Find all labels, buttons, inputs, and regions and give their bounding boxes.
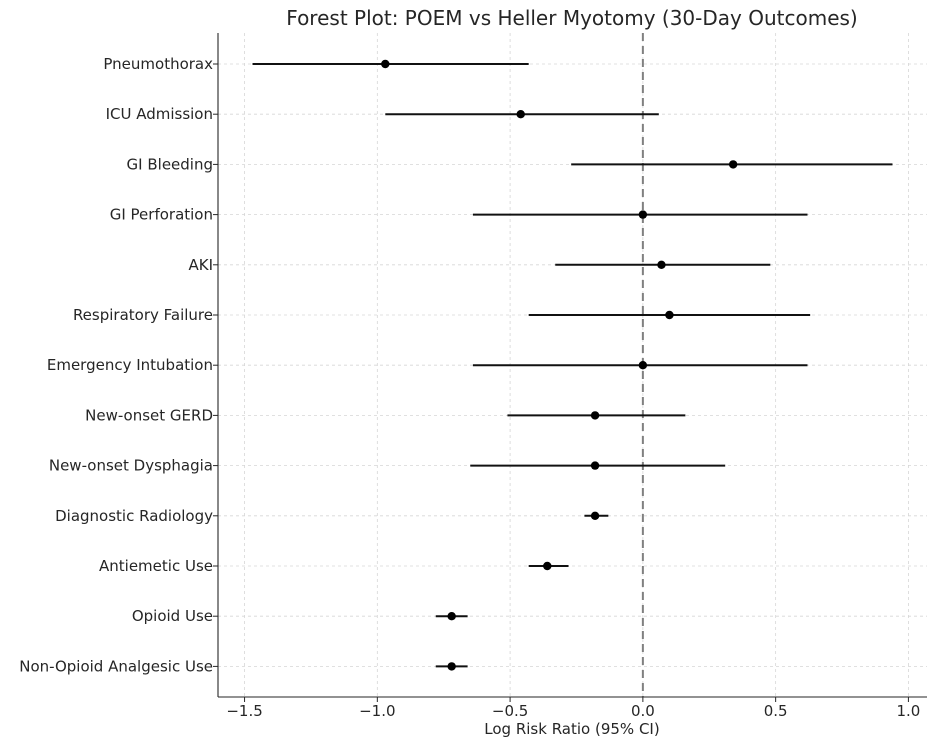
estimate-point <box>638 361 648 370</box>
estimate-point <box>638 210 648 219</box>
y-category-label: GI Perforation <box>110 206 213 224</box>
estimate-point <box>447 662 456 671</box>
estimate-point <box>728 160 738 169</box>
y-category-label: GI Bleeding <box>127 155 213 173</box>
estimate-point <box>657 260 666 269</box>
chart-title: Forest Plot: POEM vs Heller Myotomy (30-… <box>286 6 857 30</box>
estimate-point <box>590 461 600 470</box>
x-tick-label: 0.5 <box>764 702 788 720</box>
point-estimates <box>381 59 738 671</box>
y-category-label: Emergency Intubation <box>47 356 213 374</box>
y-category-label: Non-Opioid Analgesic Use <box>19 657 213 675</box>
y-axis-labels: Pneumothorax ICU Admission GI Bleeding GI P… <box>19 55 218 675</box>
estimate-point <box>516 110 525 119</box>
estimate-point <box>590 411 600 420</box>
x-tick-label: −0.5 <box>492 702 528 720</box>
y-category-label: ICU Admission <box>106 105 213 123</box>
x-axis-ticks: −1.5 −1.0 −0.5 0.0 0.5 1.0 <box>226 697 920 720</box>
estimate-point <box>590 511 600 520</box>
x-tick-label: −1.0 <box>359 702 395 720</box>
y-category-label: Diagnostic Radiology <box>55 507 213 525</box>
x-tick-label: −1.5 <box>226 702 262 720</box>
x-tick-label: 1.0 <box>896 702 920 720</box>
y-category-label: Antiemetic Use <box>99 557 213 575</box>
y-category-label: New-onset GERD <box>85 406 213 424</box>
y-category-label: Opioid Use <box>132 607 213 625</box>
estimate-point <box>543 561 552 571</box>
y-category-label: Pneumothorax <box>103 55 213 73</box>
y-category-label: Respiratory Failure <box>73 306 213 324</box>
x-axis-label: Log Risk Ratio (95% CI) <box>484 720 659 738</box>
estimate-point <box>665 310 674 320</box>
y-category-label: AKI <box>188 256 213 274</box>
estimate-point <box>447 612 456 621</box>
confidence-intervals <box>252 63 893 668</box>
x-tick-label: 0.0 <box>631 702 655 720</box>
estimate-point <box>381 59 390 69</box>
y-category-label: New-onset Dysphagia <box>49 457 213 475</box>
